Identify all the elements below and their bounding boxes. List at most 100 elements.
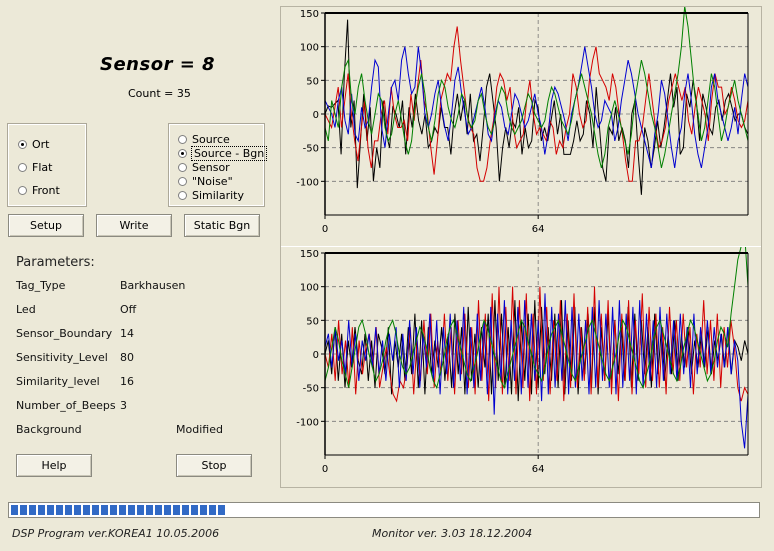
help-button[interactable]: Help <box>16 454 92 477</box>
progress-fill <box>11 505 225 515</box>
radio-ort-label: Ort <box>32 138 50 151</box>
radio-similarity-label: Similarity <box>192 189 245 202</box>
progress-segment <box>92 505 99 515</box>
sensor-title: Sensor = 8 <box>100 54 216 75</box>
y-tick-label: -100 <box>296 417 319 428</box>
radio-similarity-indicator[interactable] <box>178 191 187 200</box>
progress-segment <box>65 505 72 515</box>
param-value-tag-type: Barkhausen <box>120 279 186 292</box>
progress-segment <box>209 505 216 515</box>
y-tick-label: -50 <box>303 384 319 395</box>
radio-source-label: Source <box>192 133 230 146</box>
chart-bottom: 150 100 50 0 -50 -100 0 64 <box>296 247 749 475</box>
param-name-sensor-boundary: Sensor_Boundary <box>16 327 113 340</box>
chart-top: 150 100 50 0 -50 -100 0 64 <box>296 7 749 235</box>
radio-sensor-indicator[interactable] <box>178 163 187 172</box>
y-tick-label: 150 <box>300 249 319 260</box>
write-button[interactable]: Write <box>96 214 172 237</box>
radio-source-indicator[interactable] <box>178 135 187 144</box>
y-tick-label: 100 <box>300 43 319 54</box>
radio-similarity[interactable]: Similarity <box>178 189 244 202</box>
radio-front-indicator[interactable] <box>18 186 27 195</box>
progress-bar <box>8 502 760 518</box>
y-tick-label: -100 <box>296 177 319 188</box>
stop-button[interactable]: Stop <box>176 454 252 477</box>
radio-noise[interactable]: "Noise" <box>178 175 233 188</box>
radio-source-bgn-label: Source - Bgn <box>190 146 268 161</box>
radio-flat-indicator[interactable] <box>18 163 27 172</box>
y-tick-label: -50 <box>303 144 319 155</box>
param-value-sensitivity-level: 80 <box>120 351 134 364</box>
progress-segment <box>191 505 198 515</box>
radio-flat-label: Flat <box>32 161 53 174</box>
progress-segment <box>119 505 126 515</box>
radio-source-bgn[interactable]: Source - Bgn <box>178 146 268 161</box>
chart-divider <box>281 246 761 247</box>
radio-ort[interactable]: Ort <box>18 138 50 151</box>
radio-sensor-label: Sensor <box>192 161 230 174</box>
progress-segment <box>29 505 36 515</box>
progress-segment <box>83 505 90 515</box>
x-tick-label: 0 <box>322 224 328 235</box>
series-line-2 <box>324 286 749 403</box>
radio-noise-label: "Noise" <box>192 175 233 188</box>
parameters-title: Parameters: <box>16 255 95 270</box>
y-tick-label: 50 <box>306 316 319 327</box>
param-name-tag-type: Tag_Type <box>16 279 66 292</box>
radio-front-label: Front <box>32 184 60 197</box>
progress-segment <box>173 505 180 515</box>
param-name-similarity-level: Similarity_level <box>16 375 100 388</box>
progress-segment <box>218 505 225 515</box>
orientation-group: Ort Flat Front <box>7 123 87 207</box>
y-tick-label: 0 <box>313 110 319 121</box>
progress-segment <box>20 505 27 515</box>
radio-front[interactable]: Front <box>18 184 60 197</box>
dsp-version-label: DSP Program ver. <box>12 527 109 540</box>
progress-segment <box>110 505 117 515</box>
progress-segment <box>164 505 171 515</box>
radio-noise-indicator[interactable] <box>178 177 187 186</box>
progress-segment <box>200 505 207 515</box>
y-tick-label: 0 <box>313 350 319 361</box>
progress-segment <box>182 505 189 515</box>
progress-segment <box>38 505 45 515</box>
radio-sensor[interactable]: Sensor <box>178 161 230 174</box>
radio-ort-indicator[interactable] <box>18 140 27 149</box>
static-bgn-button[interactable]: Static Bgn <box>184 214 260 237</box>
chart-panel: 150 100 50 0 -50 -100 0 64 150 100 50 0 -50 -100 0 64 <box>280 6 762 488</box>
radio-source-bgn-indicator[interactable] <box>178 149 187 158</box>
param-name-number-of-beeps: Number_of_Beeps <box>16 399 116 412</box>
progress-segment <box>56 505 63 515</box>
param-name-sensitivity-level: Sensitivity_Level <box>16 351 108 364</box>
progress-segment <box>128 505 135 515</box>
x-tick-label: 64 <box>532 464 545 475</box>
param-name-background: Background <box>16 423 82 436</box>
x-tick-label: 0 <box>322 464 328 475</box>
y-tick-label: 50 <box>306 76 319 87</box>
param-name-led: Led <box>16 303 36 316</box>
progress-segment <box>74 505 81 515</box>
param-value-led: Off <box>120 303 137 316</box>
progress-segment <box>11 505 18 515</box>
display-mode-group: Source Source - Bgn Sensor "Noise" Simil… <box>168 123 268 207</box>
setup-button[interactable]: Setup <box>8 214 84 237</box>
param-value-similarity-level: 16 <box>120 375 134 388</box>
x-tick-label: 64 <box>532 224 545 235</box>
radio-flat[interactable]: Flat <box>18 161 52 174</box>
param-value-sensor-boundary: 14 <box>120 327 134 340</box>
param-value-background: Modified <box>176 423 223 436</box>
count-label: Count = 35 <box>128 87 191 100</box>
y-tick-label: 100 <box>300 283 319 294</box>
series-line-2 <box>324 26 749 182</box>
radio-source[interactable]: Source <box>178 133 230 146</box>
progress-segment <box>146 505 153 515</box>
dsp-version-value: KOREA1 10.05.2006 <box>108 527 220 540</box>
progress-segment <box>47 505 54 515</box>
series-line-4 <box>324 247 749 390</box>
progress-segment <box>155 505 162 515</box>
progress-segment <box>137 505 144 515</box>
progress-segment <box>101 505 108 515</box>
monitor-version-label: Monitor ver. 3.03 18.12.2004 <box>372 527 533 540</box>
series-line-4 <box>324 7 749 169</box>
y-tick-label: 150 <box>300 9 319 20</box>
